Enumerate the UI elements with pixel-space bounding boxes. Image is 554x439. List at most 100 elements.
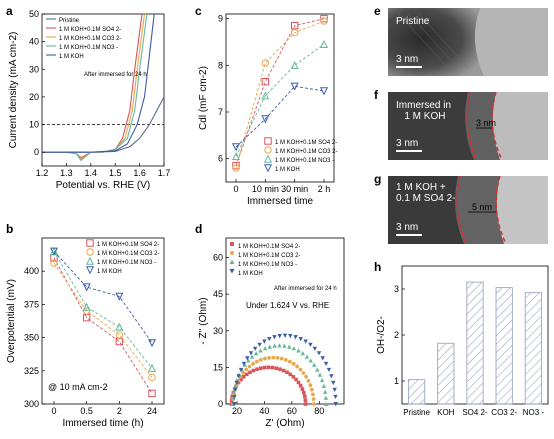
data-point — [244, 372, 249, 377]
data-point — [261, 91, 270, 100]
data-point — [306, 378, 311, 383]
data-point — [115, 322, 124, 331]
data-point — [246, 358, 251, 363]
legend-label: 1 M KOH — [59, 54, 84, 60]
x-tick-label: CO3 2- — [491, 408, 517, 417]
panel-letter-b: b — [6, 222, 14, 236]
data-point — [277, 334, 282, 339]
legend-marker — [86, 239, 94, 247]
data-point — [82, 302, 91, 311]
data-point — [241, 361, 247, 367]
tem-image-pristine: Pristine 3 nm — [388, 8, 548, 76]
data-point — [147, 363, 157, 372]
y-tick-label: 375 — [24, 299, 39, 309]
data-point — [303, 398, 308, 402]
chart-panel-a: 1.2 1.3 1.4 1.5 1.6 1.7 0 10 20 30 40 50 Potential v… — [8, 9, 170, 191]
data-point — [311, 397, 316, 402]
data-point — [261, 59, 270, 67]
scale-bar: 3 nm — [396, 138, 422, 152]
legend-marker — [263, 164, 273, 173]
tem-label-koh: Immersed in 1 M KOH — [396, 100, 452, 122]
data-point — [275, 355, 280, 360]
data-point — [320, 356, 325, 361]
data-point — [290, 21, 299, 30]
data-point — [282, 333, 288, 338]
panel-letter-c: c — [195, 4, 202, 18]
tem-image-koh: Immersed in 1 M KOH 3 nm 3 nm — [388, 92, 548, 160]
data-point — [301, 371, 306, 375]
data-point — [322, 389, 328, 394]
data-point — [319, 87, 329, 96]
data-point — [258, 357, 263, 362]
data-point — [242, 362, 248, 367]
x-tick-label: 0 — [233, 184, 238, 194]
legend-marker — [230, 242, 234, 246]
plot-frame — [41, 237, 165, 405]
x-tick-label: KOH — [437, 408, 455, 417]
x-tick-label: 1.5 — [109, 168, 122, 178]
legend-label: 1 M KOH+0.1M CO3 2- — [97, 251, 160, 257]
data-point — [320, 17, 328, 25]
data-point — [238, 367, 244, 373]
series-line — [235, 20, 325, 169]
chart-panel-h: Pristine KOH SO4 2- CO3 2- NO3 - 1 2 3 OH-/O2- — [376, 265, 549, 417]
series-line — [235, 43, 325, 157]
series-line — [42, 13, 155, 153]
data-point — [279, 356, 284, 361]
data-point — [50, 259, 58, 267]
data-point — [282, 343, 287, 348]
data-point — [271, 355, 276, 360]
data-point — [329, 374, 334, 379]
data-point — [241, 374, 246, 379]
chart-panel-c: 0 10 min 30 min 2 h 6 7 8 9 Immersed time Cdl (mF… — [198, 13, 338, 207]
data-point — [323, 395, 329, 400]
data-point — [287, 359, 292, 364]
data-point — [290, 82, 299, 91]
x-tick-label: 0.5 — [80, 406, 93, 416]
data-point — [281, 368, 286, 373]
data-point — [319, 377, 325, 383]
data-point — [308, 358, 313, 363]
y-axis-label: Cdl (mF cm-2) — [198, 66, 209, 130]
x-tick-label: 0 — [51, 406, 56, 416]
data-point — [303, 339, 308, 344]
legend-label: 1 M KOH — [238, 271, 263, 277]
data-point — [232, 394, 237, 400]
data-point — [252, 346, 258, 351]
y-axis-label: OH-/O2- — [376, 316, 387, 354]
series-line — [53, 257, 153, 394]
data-point — [231, 143, 241, 152]
data-point — [300, 351, 306, 356]
series-line — [53, 250, 153, 344]
legend-label: 1 M KOH+0.1M CO3 2- — [275, 149, 338, 155]
data-point — [82, 283, 91, 292]
data-point — [274, 366, 279, 370]
tem-label-pristine: Pristine — [396, 16, 430, 27]
y-tick-label: 3 — [394, 284, 399, 294]
data-point — [308, 383, 313, 388]
legend-label: 1 M KOH+0.1M CO3 2- — [238, 253, 301, 259]
legend-marker — [229, 259, 235, 264]
data-point — [267, 336, 272, 342]
data-point — [277, 343, 282, 348]
data-point — [251, 368, 256, 373]
y-tick-label: 10 — [29, 120, 39, 130]
scale-bar: 3 nm — [396, 222, 422, 236]
legend-note: After immersed for 24 h — [274, 286, 337, 292]
legend-label: 1 M KOH — [275, 167, 300, 173]
data-point — [230, 394, 235, 399]
data-point — [295, 364, 300, 369]
legend-label: 1 M KOH+0.1M SO4 2- — [97, 242, 159, 248]
legend-label: Pristine — [59, 18, 80, 24]
data-point — [248, 370, 252, 375]
data-point — [231, 152, 241, 161]
y-tick-label: 350 — [24, 333, 39, 343]
panel-letter-g: g — [374, 172, 382, 186]
x-tick-label: 30 min — [281, 184, 308, 194]
x-tick-label: 24 — [147, 406, 157, 416]
y-tick-label: 30 — [29, 64, 39, 74]
data-point — [315, 367, 320, 372]
y-axis-label: Current density (mA cm-2) — [8, 32, 19, 149]
data-point — [232, 402, 237, 407]
x-tick-label: 10 min — [252, 184, 279, 194]
